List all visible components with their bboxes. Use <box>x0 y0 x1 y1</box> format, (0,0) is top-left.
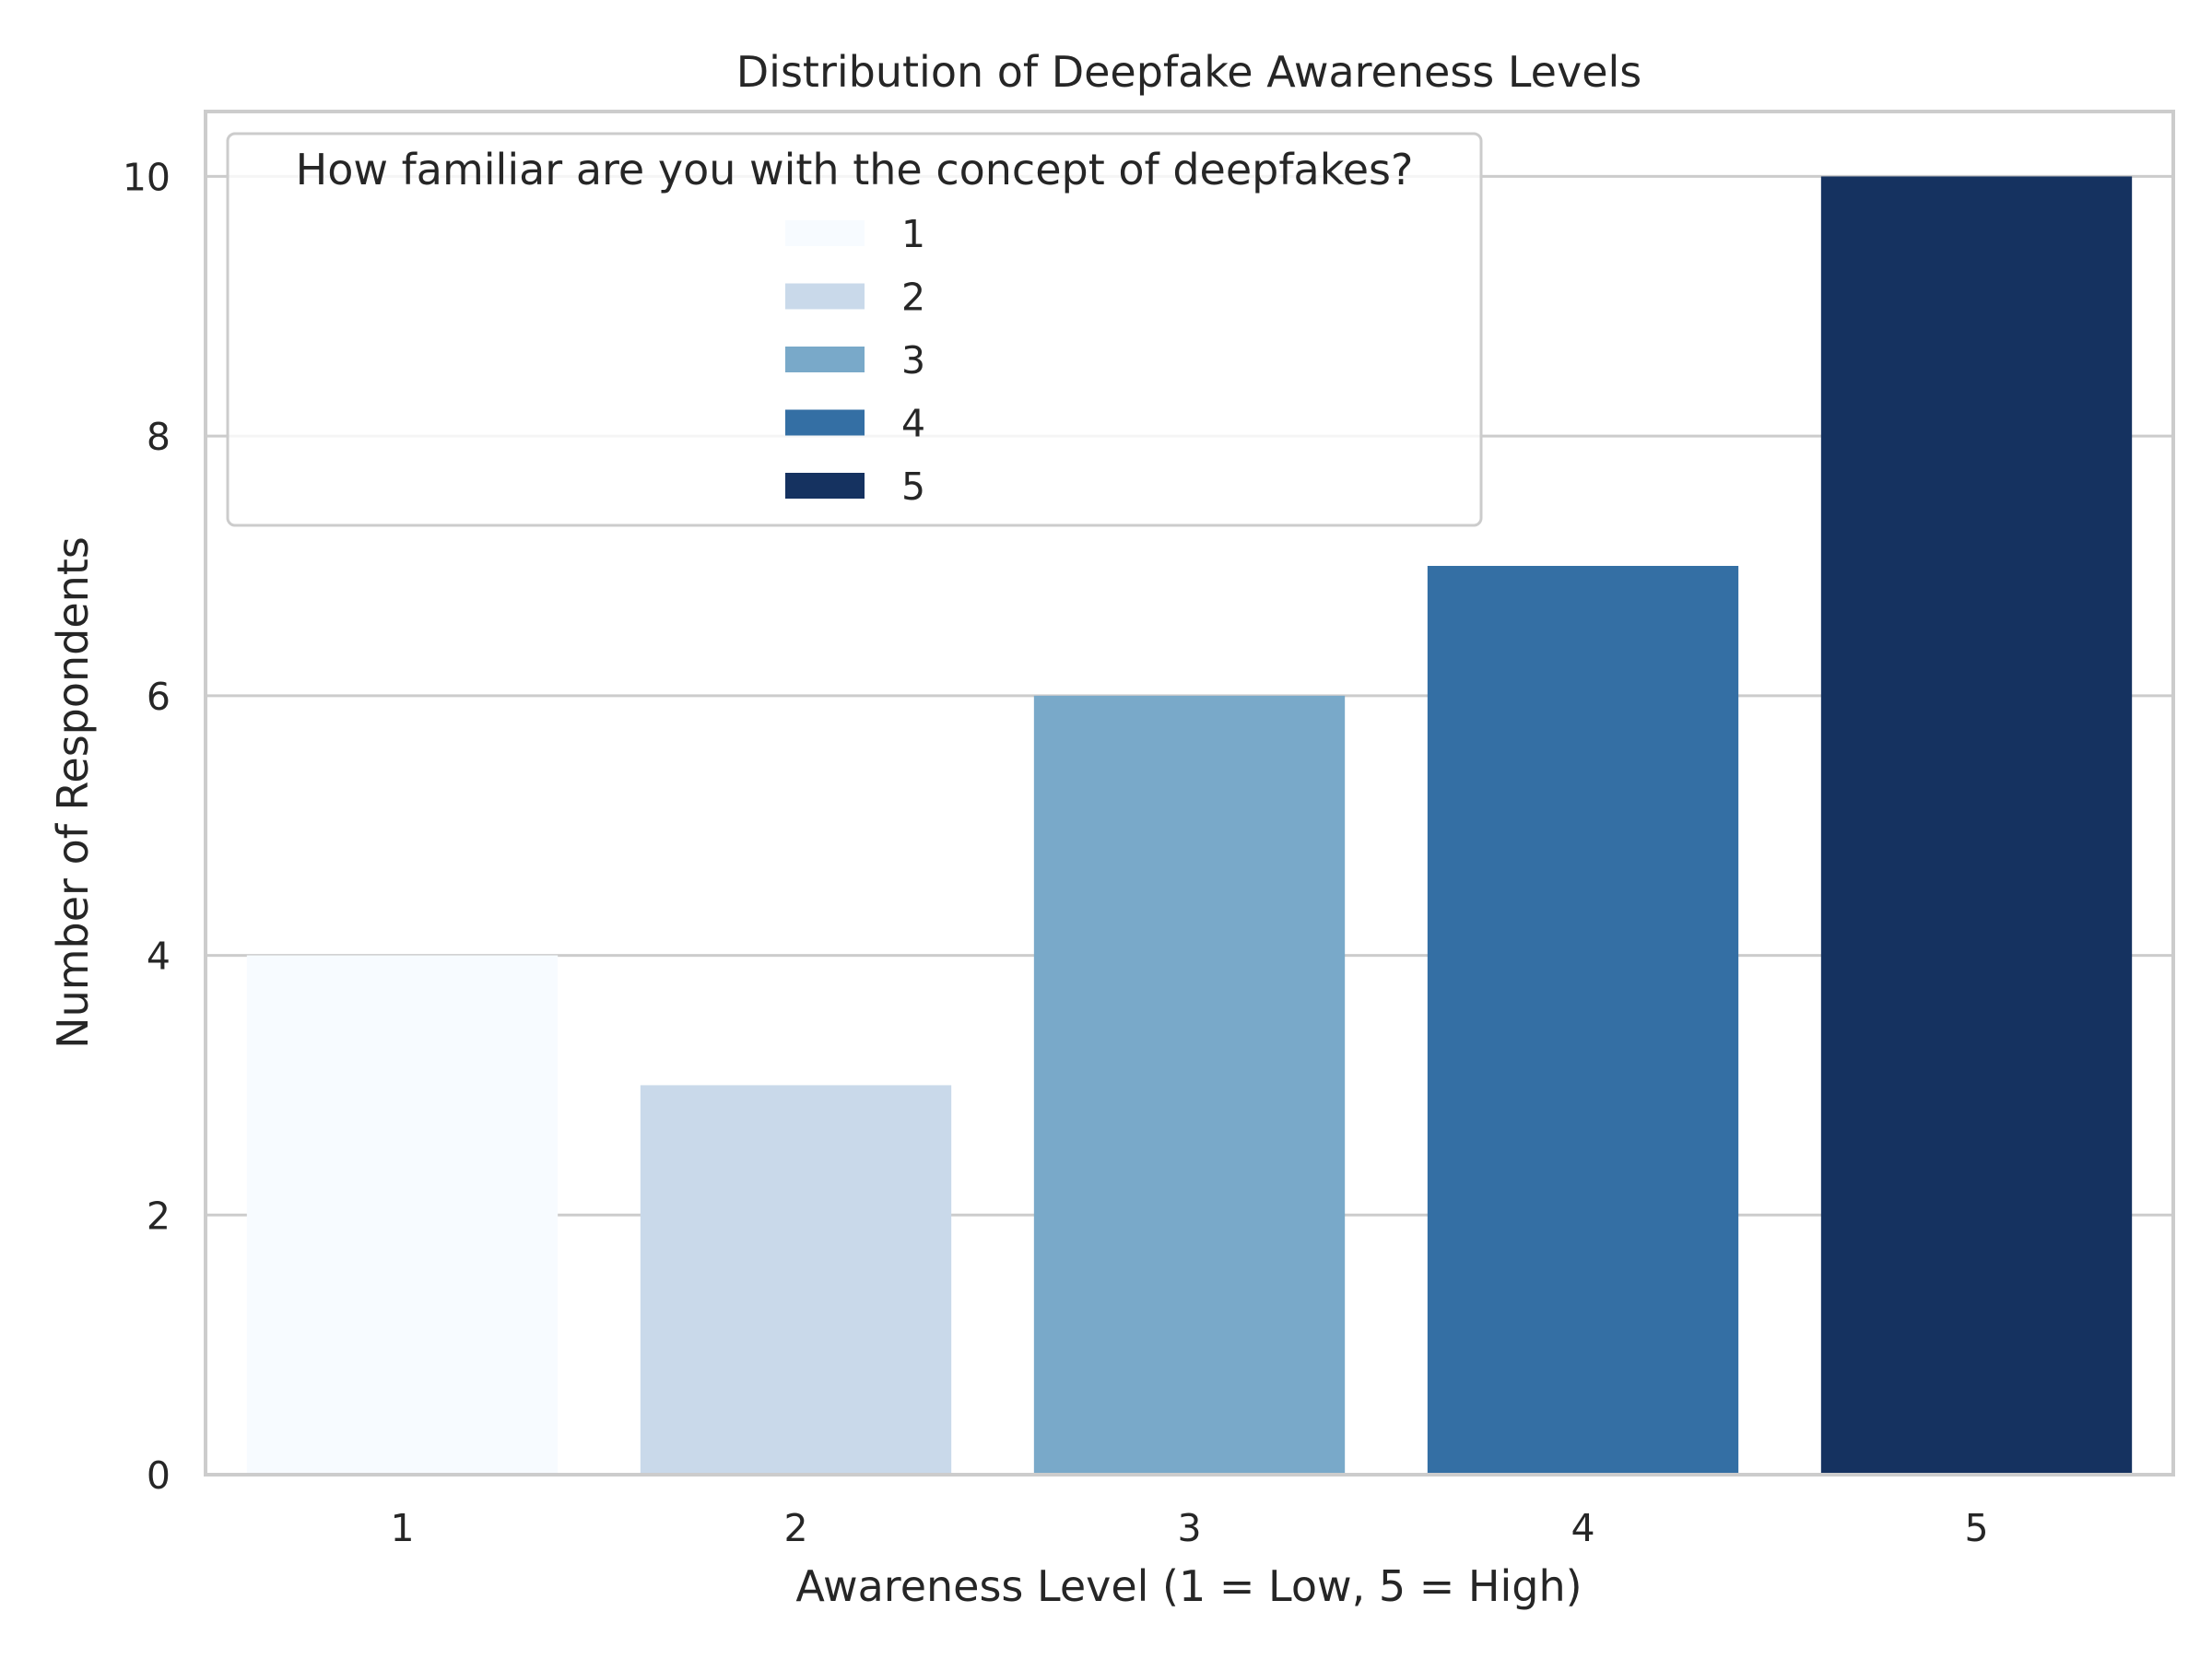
legend-label: 3 <box>901 338 925 382</box>
legend-label: 2 <box>901 276 925 320</box>
y-tick-label: 8 <box>147 415 171 459</box>
x-tick-label: 3 <box>1177 1506 1201 1550</box>
legend: How familiar are you with the concept of… <box>226 132 1483 527</box>
bar-level-5 <box>1820 176 2133 1475</box>
legend-label: 5 <box>901 465 925 509</box>
x-axis-label: Awareness Level (1 = Low, 5 = High) <box>795 1561 1582 1611</box>
legend-swatch <box>785 220 865 246</box>
plot-frame <box>204 110 2175 1477</box>
bar-level-1 <box>246 955 559 1475</box>
bar-level-4 <box>1427 566 1739 1475</box>
legend-label: 1 <box>901 212 925 256</box>
bars <box>246 176 2133 1475</box>
legend-swatch <box>785 347 865 372</box>
legend-swatch <box>785 283 865 310</box>
y-tick-label: 2 <box>147 1194 171 1238</box>
legend-label: 4 <box>901 402 925 446</box>
y-axis-label: Number of Respondents <box>48 536 98 1049</box>
x-tick-label: 1 <box>390 1506 414 1550</box>
y-tick-labels: 0 2 4 6 8 10 <box>123 155 171 1498</box>
bar-level-3 <box>1033 695 1346 1475</box>
x-tick-label: 5 <box>1964 1506 1988 1550</box>
chart-title: Distribution of Deepfake Awareness Level… <box>736 47 1642 97</box>
x-tick-labels: 1 2 3 4 5 <box>390 1506 1988 1550</box>
bar-level-2 <box>640 1085 952 1475</box>
y-tick-label: 4 <box>147 935 171 979</box>
x-tick-label: 4 <box>1571 1506 1594 1550</box>
legend-swatch <box>785 473 865 499</box>
legend-entries: 1 2 3 4 5 <box>785 212 925 509</box>
y-tick-label: 10 <box>123 155 171 199</box>
legend-title: How familiar are you with the concept of… <box>296 145 1414 194</box>
legend-swatch <box>785 409 865 436</box>
x-tick-label: 2 <box>783 1506 807 1550</box>
y-tick-label: 0 <box>147 1453 171 1498</box>
y-tick-label: 6 <box>147 675 171 719</box>
legend-box <box>226 132 1483 527</box>
